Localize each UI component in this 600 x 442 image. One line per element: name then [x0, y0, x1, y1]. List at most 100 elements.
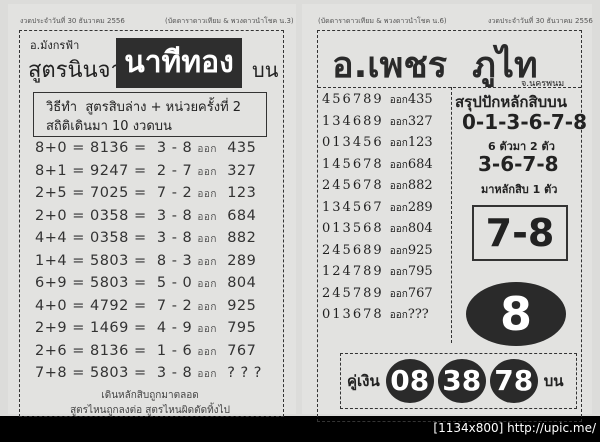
- pair: 1 - 6: [156, 342, 193, 359]
- number: 0358: [89, 230, 129, 246]
- formula-row: 4+0 = 4792 = 7 - 2 ออก 925: [35, 297, 257, 314]
- out-label: ออก: [389, 202, 408, 214]
- digit-row: 134689 ออก327: [322, 114, 433, 130]
- result: 882: [227, 230, 257, 246]
- formula: 2+9: [35, 320, 68, 336]
- money-label: คู่เงิน: [347, 372, 380, 390]
- right-header-date: งวดประจำวันที่ 30 ธันวาคม 2556: [488, 17, 593, 25]
- digit-row: 134567 ออก289: [322, 200, 433, 216]
- single-digit-circle: 8: [466, 282, 566, 346]
- out-label: ออก: [389, 116, 408, 128]
- out-label: ออก: [197, 256, 217, 268]
- out-label: ออก: [197, 234, 217, 245]
- out-label: ออก: [197, 211, 217, 223]
- number: 5803: [89, 275, 129, 291]
- formula: 8+0: [35, 140, 68, 156]
- pair: 7 - 2: [156, 297, 193, 314]
- number: 1469: [89, 320, 129, 336]
- right-header-source: (บัดดาราดาวเทียม & พวงดาวนำโชค น.6): [318, 17, 447, 25]
- formula-row: 2+5 = 7025 = 7 - 2 ออก 123: [35, 185, 257, 201]
- digits: 245789: [322, 285, 384, 301]
- out-label: ออก: [197, 346, 217, 358]
- out-label: ออก: [389, 181, 408, 192]
- money-box: คู่เงิน 08 38 78 บน: [340, 353, 577, 409]
- four-note: มาหลักสิบ 1 ตัว: [481, 183, 558, 196]
- four-digits: 3-6-7-8: [478, 152, 559, 176]
- method-box: วิธีทำ สูตรสิบล่าง + หน่วยครั้งที่ 2 สถิ…: [33, 92, 267, 137]
- digit-row: 245689 ออก925: [322, 243, 433, 259]
- digits: 013456: [322, 135, 384, 150]
- out-label: ออก: [389, 95, 408, 106]
- digit-row: 245789 ออก767: [322, 286, 433, 302]
- formula: 8+1: [35, 162, 68, 179]
- digits: 456789: [322, 92, 384, 107]
- result: 925: [227, 297, 257, 314]
- left-header-source: (บัดดาราดาวเทียม & พวงดาวนำโชค น.3): [165, 17, 294, 25]
- formula-row: 8+1 = 9247 = 2 - 7 ออก 327: [35, 162, 257, 179]
- formula: 1+4: [35, 252, 68, 269]
- pair: 5 - 0: [156, 275, 193, 291]
- formula: 2+0: [35, 207, 68, 224]
- right-page: [302, 4, 592, 414]
- six-digits: 0-1-3-6-7-8: [462, 110, 587, 134]
- title-main: นาทีทอง: [116, 38, 242, 88]
- digit-row: 013678 ออก???: [322, 307, 429, 323]
- pair: 4 - 9: [156, 320, 193, 336]
- pair: 3 - 8: [156, 365, 193, 381]
- out-label: ออก: [197, 189, 217, 200]
- footer-line-2: สูตรไหนถูกลงต่อ สูตรไหนผิดตัดทิ้งไป: [70, 405, 230, 416]
- pair: 3 - 8: [156, 230, 193, 246]
- formula-row: 2+9 = 1469 = 4 - 9 ออก 795: [35, 320, 257, 336]
- out-label: ออก: [389, 138, 408, 149]
- out-label: ออก: [389, 245, 408, 257]
- result: 327: [407, 113, 433, 129]
- number: 0358: [89, 207, 129, 224]
- title-suffix: บน: [252, 58, 279, 82]
- out-label: ออก: [197, 369, 217, 380]
- digit-row: 456789 ออก435: [322, 92, 433, 108]
- result: 795: [227, 320, 257, 336]
- out-label: ออก: [197, 324, 217, 335]
- number: 7025: [89, 185, 129, 201]
- money-suffix: บน: [543, 372, 564, 390]
- author: อ.มังกรฟ้า: [30, 39, 80, 52]
- summary-title: สรุปปักหลักสิบบน: [455, 93, 567, 111]
- number: 8136: [89, 342, 129, 359]
- result: 289: [407, 199, 433, 215]
- out-label: ออก: [389, 224, 408, 235]
- formula-row: 2+0 = 0358 = 3 - 8 ออก 684: [35, 207, 257, 224]
- result: 684: [227, 207, 257, 224]
- digits: 245678: [322, 178, 384, 193]
- digit-row: 124789 ออก795: [322, 264, 433, 280]
- digits: 013568: [322, 221, 384, 236]
- out-label: ออก: [389, 288, 408, 300]
- digits: 134567: [322, 199, 384, 215]
- result: ???: [407, 307, 429, 322]
- digits: 013678: [322, 307, 384, 322]
- formula: 4+0: [35, 297, 68, 314]
- formula-row: 6+9 = 5803 = 5 - 0 ออก 804: [35, 275, 257, 291]
- result: 123: [227, 185, 257, 201]
- formula-row: 2+6 = 8136 = 1 - 6 ออก 767: [35, 342, 257, 359]
- digit-row: 013568 ออก804: [322, 221, 433, 237]
- formula: 2+5: [35, 185, 68, 201]
- six-note: 6 ตัวมา 2 ตัว: [488, 140, 555, 153]
- divider: [451, 87, 452, 343]
- money-pair: 78: [489, 359, 538, 403]
- result: 767: [407, 285, 433, 301]
- digit-row: 145678 ออก684: [322, 157, 433, 173]
- footer-line-1: เดินหลักสิบถูกมาตลอด: [101, 390, 199, 401]
- pair-box: 7-8: [472, 205, 568, 261]
- province: จ.นครพนม: [521, 79, 565, 89]
- pair: 8 - 3: [156, 252, 193, 269]
- result: 767: [227, 342, 257, 359]
- result: 684: [407, 156, 433, 172]
- result: 804: [407, 221, 433, 236]
- formula: 4+4: [35, 230, 68, 246]
- left-header-date: งวดประจำวันที่ 30 ธันวาคม 2556: [20, 17, 125, 25]
- digits: 134689: [322, 113, 384, 129]
- formula-row: 7+8 = 5803 = 3 - 8 ออก ? ? ?: [35, 365, 262, 381]
- divider: [318, 87, 581, 88]
- right-frame: [317, 30, 582, 422]
- digit-row: 245678 ออก882: [322, 178, 433, 194]
